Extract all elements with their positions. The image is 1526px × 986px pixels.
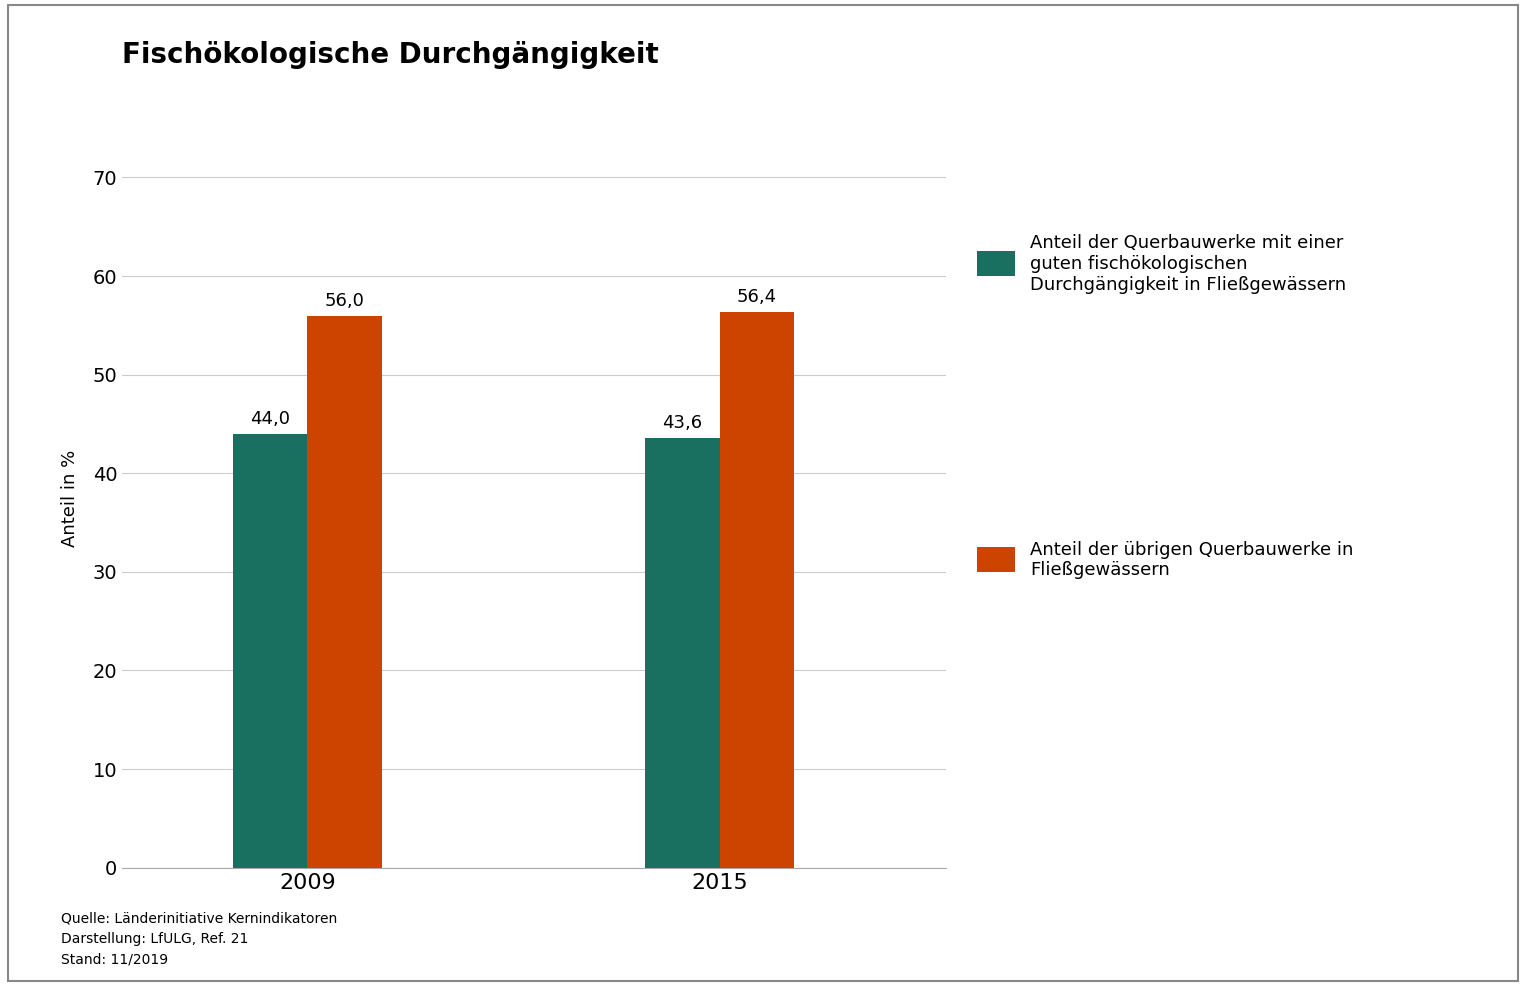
Text: 44,0: 44,0 bbox=[250, 410, 290, 428]
Bar bbox=[308, 316, 382, 868]
Y-axis label: Anteil in %: Anteil in % bbox=[61, 450, 78, 546]
Bar bbox=[720, 312, 794, 868]
Text: 56,4: 56,4 bbox=[737, 288, 777, 306]
Bar bbox=[645, 438, 720, 868]
Text: Fischökologische Durchgängigkeit: Fischökologische Durchgängigkeit bbox=[122, 41, 659, 69]
Text: Anteil der übrigen Querbauwerke in
Fließgewässern: Anteil der übrigen Querbauwerke in Fließ… bbox=[1030, 540, 1354, 580]
Text: Anteil der Querbauwerke mit einer
guten fischökologischen
Durchgängigkeit in Fli: Anteil der Querbauwerke mit einer guten … bbox=[1030, 235, 1346, 294]
Bar bbox=[233, 434, 308, 868]
Text: Quelle: Länderinitiative Kernindikatoren
Darstellung: LfULG, Ref. 21
Stand: 11/2: Quelle: Länderinitiative Kernindikatoren… bbox=[61, 911, 337, 966]
Text: 56,0: 56,0 bbox=[325, 292, 365, 310]
Text: 43,6: 43,6 bbox=[662, 414, 702, 432]
